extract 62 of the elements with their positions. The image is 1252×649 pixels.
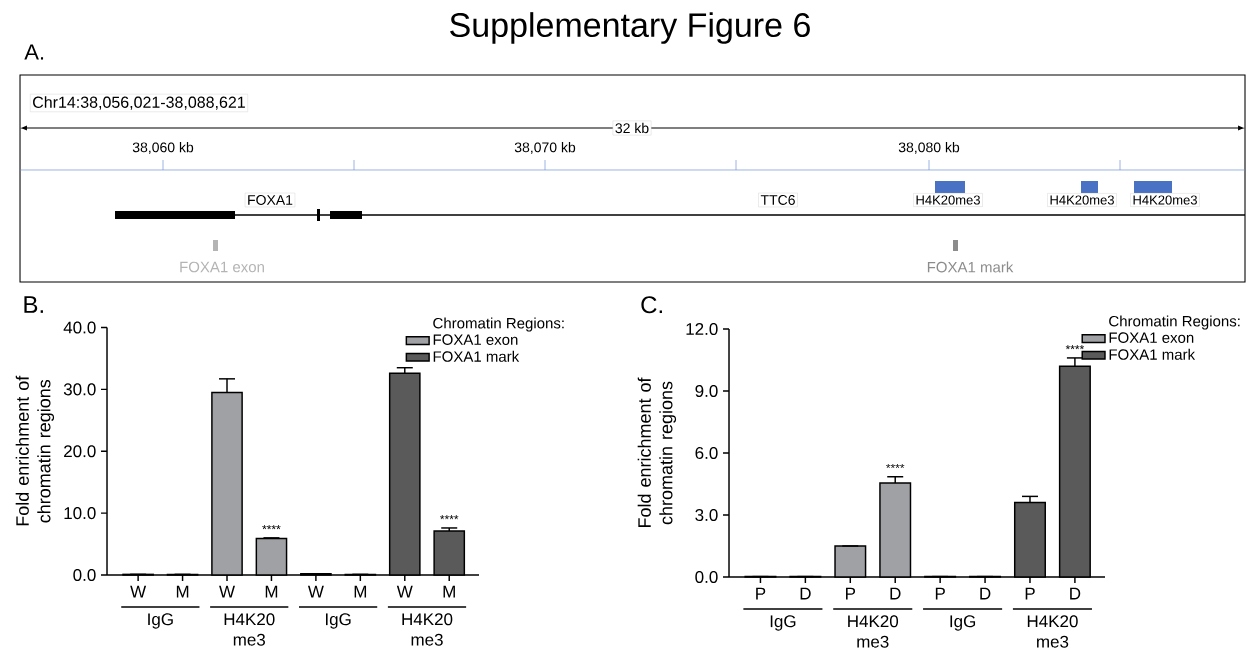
x-tick-label: D	[800, 587, 811, 600]
text: H4K20 me3	[402, 613, 453, 646]
x-tick-label: P	[935, 587, 945, 600]
y-axis-title: Fold enrichment of chromatin regions	[637, 377, 677, 528]
text: 38,080 kb	[898, 142, 960, 154]
y-tick-label: 40.0	[63, 321, 96, 334]
y-tick-label: 9.0	[695, 384, 718, 398]
legend-label: FOXA1 exon	[1109, 332, 1194, 343]
legend-label: FOXA1 mark	[433, 350, 520, 362]
text: Supplementary Figure 6	[450, 12, 810, 44]
x-tick-label: M	[354, 585, 367, 598]
text: IgG	[770, 615, 796, 631]
text: Chr14:38,056,021-38,088,621	[33, 96, 245, 110]
legend-label: FOXA1 mark	[1109, 348, 1196, 360]
x-tick-label: M	[443, 585, 455, 598]
text: FOXA1 exon	[180, 261, 264, 273]
text: 38,060 kb	[132, 142, 194, 154]
x-tick-label: W	[396, 585, 413, 598]
x-tick-label: D	[890, 587, 901, 600]
x-tick-label: D	[1070, 587, 1081, 600]
x-tick-label: M	[265, 585, 278, 598]
x-tick-label: W	[307, 585, 324, 598]
x-tick-label: P	[846, 587, 856, 600]
legend-title: Chromatin Regions:	[1109, 315, 1240, 330]
y-axis-title: Fold enrichment of chromatin regions	[15, 375, 55, 526]
y-tick-label: 0.0	[695, 570, 718, 584]
text: IgG	[950, 615, 976, 631]
x-tick-label: M	[176, 585, 189, 598]
x-tick-label: W	[130, 585, 147, 598]
text: H4K20 me3	[224, 613, 275, 646]
chart-title: C.	[641, 296, 662, 314]
text: H4K20me3	[1050, 195, 1114, 205]
y-tick-label: 0.0	[73, 568, 96, 582]
data-label: ****	[440, 515, 459, 520]
y-tick-label: 10.0	[64, 507, 96, 520]
x-tick-label: P	[756, 587, 766, 600]
text: IgG	[325, 613, 351, 629]
text: FOXA1 mark	[927, 261, 1014, 273]
x-tick-label: P	[1025, 587, 1035, 600]
y-tick-label: 3.0	[695, 508, 718, 522]
text: H4K20 me3	[1027, 615, 1078, 648]
text: H4K20 me3	[848, 615, 899, 648]
y-tick-label: 20.0	[64, 445, 96, 458]
x-tick-label: D	[980, 587, 991, 600]
y-tick-label: 30.0	[63, 383, 96, 396]
legend-title: Chromatin Regions:	[433, 317, 564, 332]
data-label: ****	[262, 525, 281, 530]
legend-label: FOXA1 exon	[433, 334, 518, 345]
x-tick-label: W	[219, 585, 235, 598]
text: 38,070 kb	[514, 142, 576, 154]
text: FOXA1	[248, 195, 293, 205]
text: A.	[24, 44, 44, 60]
text: H4K20me3	[916, 195, 980, 205]
data-label: ****	[886, 463, 905, 469]
chart-title: B.	[24, 296, 43, 313]
text: 32 kb	[615, 122, 649, 134]
data-label: ****	[1065, 345, 1085, 350]
text: H4K20me3	[1133, 195, 1197, 205]
y-tick-label: 12.0	[686, 322, 718, 336]
y-tick-label: 6.0	[695, 446, 718, 460]
text: TTC6	[760, 195, 795, 205]
text: IgG	[148, 613, 173, 629]
